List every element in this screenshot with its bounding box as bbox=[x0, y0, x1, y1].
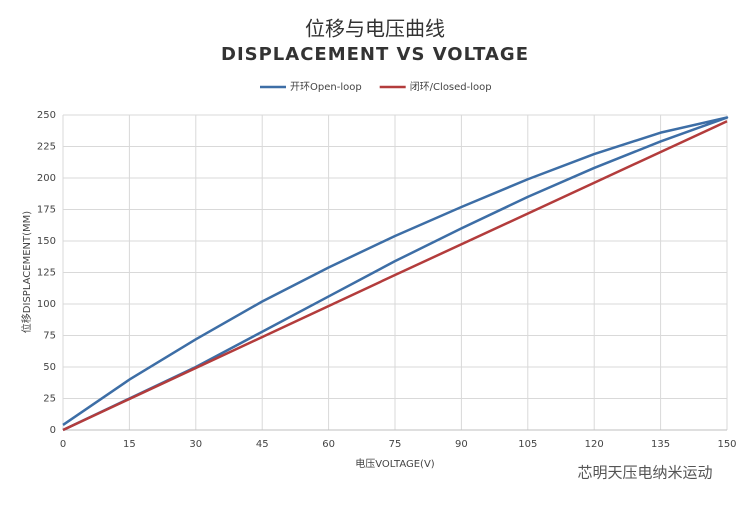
y-tick-label: 0 bbox=[50, 425, 56, 436]
y-tick-label: 200 bbox=[37, 173, 56, 184]
y-tick-label: 225 bbox=[37, 142, 56, 153]
y-axis-label: 位移DISPLACEMENT(MM) bbox=[20, 211, 33, 333]
x-tick-label: 45 bbox=[256, 439, 269, 450]
x-tick-label: 15 bbox=[123, 439, 136, 450]
watermark: 芯明天压电纳米运动 bbox=[577, 464, 712, 482]
x-axis-label: 电压VOLTAGE(V) bbox=[355, 457, 435, 470]
x-tick-label: 105 bbox=[518, 439, 537, 450]
y-tick-label: 175 bbox=[37, 205, 56, 216]
x-tick-label: 30 bbox=[189, 439, 202, 450]
y-tick-label: 250 bbox=[37, 110, 56, 121]
y-tick-label: 125 bbox=[37, 268, 56, 279]
legend-label: 开环Open-loop bbox=[290, 82, 362, 93]
x-tick-label: 75 bbox=[389, 439, 402, 450]
chart-subtitle: DISPLACEMENT VS VOLTAGE bbox=[221, 44, 529, 65]
x-tick-label: 90 bbox=[455, 439, 468, 450]
x-tick-label: 0 bbox=[60, 439, 66, 450]
chart-title: 位移与电压曲线 bbox=[305, 17, 445, 41]
y-tick-label: 75 bbox=[43, 331, 56, 342]
series-line bbox=[62, 120, 728, 432]
y-tick-label: 150 bbox=[37, 236, 56, 247]
y-tick-label: 25 bbox=[43, 394, 56, 405]
x-tick-label: 60 bbox=[322, 439, 335, 450]
series-line bbox=[62, 116, 729, 432]
y-tick-label: 100 bbox=[37, 299, 56, 310]
x-tick-label: 120 bbox=[585, 439, 604, 450]
legend-label: 闭环/Closed-loop bbox=[410, 80, 492, 93]
y-tick-label: 50 bbox=[43, 362, 56, 373]
x-tick-label: 135 bbox=[651, 439, 670, 450]
x-tick-label: 150 bbox=[717, 439, 736, 450]
